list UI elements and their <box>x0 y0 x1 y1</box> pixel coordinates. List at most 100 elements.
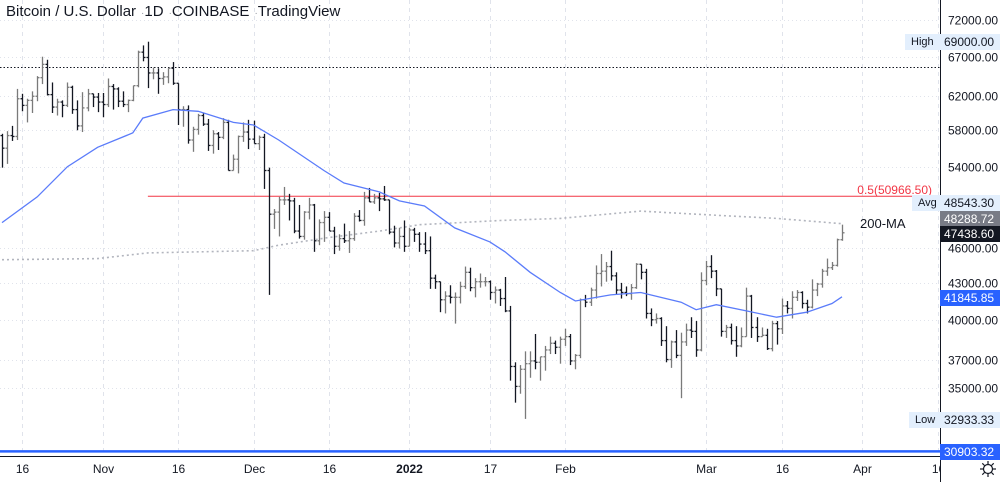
ohlc-bar <box>503 276 508 313</box>
ohlc-bar <box>292 197 297 234</box>
fib-level-label: 0.5(50966.50) <box>857 183 932 197</box>
ohlc-bar <box>523 351 528 419</box>
ohlc-bar <box>448 285 453 304</box>
brand: TradingView <box>257 3 341 20</box>
ohlc-bar <box>840 224 845 241</box>
price-tick-label: 58000.00 <box>948 124 998 138</box>
ohlc-bar <box>367 187 372 203</box>
ohlc-bar <box>468 267 473 292</box>
ohlc-bar <box>272 209 277 229</box>
ohlc-bar <box>548 336 553 355</box>
ohlc-bar <box>35 76 40 102</box>
ohlc-bar <box>116 87 121 108</box>
ohlc-bar <box>689 317 694 338</box>
time-tick-label: Dec <box>244 462 265 476</box>
ohlc-bar <box>775 321 780 345</box>
ohlc-bar <box>674 330 679 359</box>
ohlc-bar <box>513 362 518 403</box>
ohlc-bar <box>226 119 231 172</box>
high-tag: High <box>905 34 940 50</box>
ohlc-bar <box>739 327 744 348</box>
ohlc-bar <box>785 300 790 314</box>
time-tick-label: Apr <box>853 462 872 476</box>
time-axis[interactable]: 16 Nov 16 Dec 16 2022 17 Feb Mar 16 Apr 16 <box>16 462 946 476</box>
separator: · <box>254 8 258 19</box>
avg-price-label: 48543.30 <box>940 195 1000 211</box>
ohlc-bar <box>835 238 840 267</box>
low-tag: Low <box>909 412 942 428</box>
ohlc-bar <box>729 323 734 345</box>
ohlc-bar <box>236 135 241 174</box>
ohlc-bar <box>216 132 221 150</box>
ohlc-bar <box>332 226 337 255</box>
ohlc-bar <box>101 92 106 118</box>
last-price-label: 47438.60 <box>940 226 1000 242</box>
hline-value: 30903.32 <box>944 445 995 459</box>
ohlc-bar <box>252 120 257 145</box>
ohlc-bar <box>372 193 377 204</box>
ohlc-bar <box>50 82 55 113</box>
price-axis[interactable]: 72000.00 67000.00 62000.00 58000.00 54000.00… <box>948 14 998 396</box>
ohlc-bar <box>387 199 392 235</box>
ohlc-bar <box>649 308 654 327</box>
interval[interactable]: 1D <box>144 3 164 20</box>
ohlc-bar <box>417 232 422 252</box>
avg-tag: Avg <box>912 195 943 211</box>
ohlc-bar <box>121 91 126 108</box>
ohlc-bars <box>0 41 845 419</box>
symbol-name: Bitcoin / U.S. Dollar <box>6 3 137 20</box>
ohlc-bar <box>423 232 428 255</box>
ohlc-bar <box>553 340 558 355</box>
ohlc-bar <box>60 100 65 118</box>
ohlc-bar <box>533 333 538 370</box>
ohlc-bar <box>80 92 85 133</box>
ohlc-bar <box>558 336 563 364</box>
ohlc-bar <box>302 211 307 240</box>
ohlc-bar <box>528 351 533 378</box>
ma50-line <box>1 108 843 318</box>
ohlc-bar <box>634 263 639 289</box>
ohlc-bar <box>478 273 483 288</box>
ohlc-bar <box>362 191 367 226</box>
exchange: COINBASE <box>171 3 250 20</box>
time-tick-label: Nov <box>93 462 114 476</box>
last-price-value: 47438.60 <box>944 227 995 241</box>
ohlc-bar <box>282 186 287 205</box>
separator: · <box>141 8 145 19</box>
ohlc-bar <box>10 125 15 141</box>
ohlc-bar <box>307 197 312 220</box>
time-tick-label: 16 <box>932 462 946 476</box>
ohlc-bar <box>161 72 166 85</box>
price-tick-label: 54000.00 <box>948 161 998 175</box>
ma200-line <box>1 210 843 261</box>
ohlc-bar <box>609 250 614 281</box>
ohlc-bar <box>659 317 664 346</box>
ma200-price-label: 48288.72 <box>940 211 1000 227</box>
ohlc-bar <box>493 286 498 304</box>
ohlc-bar <box>699 272 704 352</box>
ohlc-bar <box>297 204 302 239</box>
ohlc-bar <box>166 67 171 84</box>
ohlc-bar <box>327 212 332 232</box>
ohlc-bar <box>760 327 765 338</box>
ohlc-bar <box>428 236 433 289</box>
ohlc-bar <box>25 98 30 123</box>
ohlc-bar <box>704 260 709 286</box>
settings-gear-icon[interactable] <box>979 460 997 478</box>
time-tick-label: 17 <box>484 462 498 476</box>
time-tick-label: Mar <box>696 462 717 476</box>
separator: · <box>168 8 172 19</box>
high-price-label: 69000.00 <box>940 34 1000 50</box>
ohlc-bar <box>111 84 116 110</box>
ohlc-bar <box>749 294 754 338</box>
ohlc-bar <box>744 287 749 338</box>
ma200-value: 48288.72 <box>944 212 995 226</box>
ohlc-bar <box>171 62 176 85</box>
ohlc-bar <box>86 88 91 112</box>
time-tick-label: 16 <box>16 462 30 476</box>
ma200-label: 200-MA <box>860 216 906 231</box>
ohlc-bar <box>136 50 141 88</box>
ohlc-bar <box>146 41 151 89</box>
ohlc-bar <box>352 213 357 241</box>
